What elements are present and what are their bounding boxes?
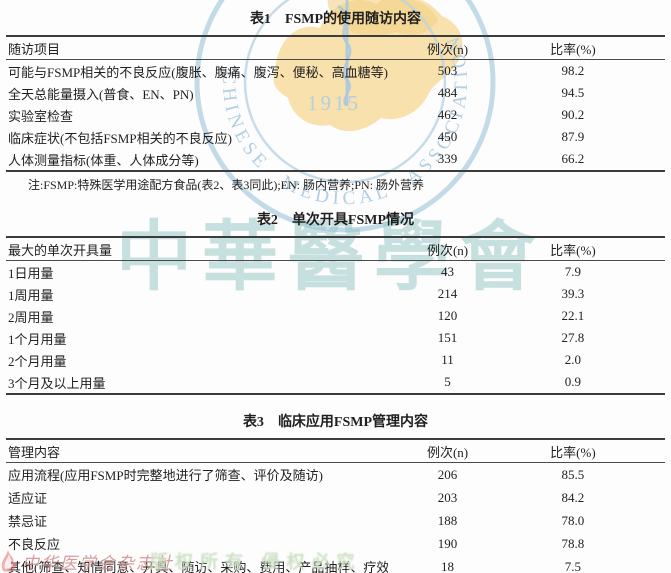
row-count-cell: 43 [441,264,455,279]
row-item-cell: 1周用量 [8,287,54,303]
row-count-cell: 462 [437,107,458,122]
row-rate-cell: 78.8 [561,535,585,551]
table-1-title-text: FSMP的使用随访内容 [284,12,422,27]
table-3: 管理内容 例次(n) 比率(%) 应用流程(应用FSMP时完整地进行了筛查、评价… [6,438,665,573]
table-1-caption: 表1 FSMP的使用随访内容 [6,0,665,35]
row-rate-cell: 7.9 [564,264,582,279]
row-rate-cell: 27.8 [561,330,585,345]
row-item-cell: 1个月用量 [8,331,67,347]
table-1-footnote: 注:FSMP:特殊医学用途配方食品(表2、表3同此);EN: 肠内营养;PN: … [28,178,425,192]
row-item-cell: 其他(筛查、知情同意、开具、随访、采购、费用、产品抽样、疗效、医疗差错) [8,560,389,573]
row-count-cell: 214 [437,286,458,301]
table-1-header-row: 随访项目 例次(n) 比率(%) [6,36,665,60]
table-row: 2周用量 120 22.1 [6,305,665,327]
column-header-rate: 比率(%) [550,41,596,57]
table-row: 其他(筛查、知情同意、开具、随访、采购、费用、产品抽样、疗效、医疗差错) 18 … [6,555,665,573]
table-1: 随访项目 例次(n) 比率(%) 可能与FSMP相关的不良反应(腹胀、腹痛、腹泻… [6,35,665,172]
row-item-cell: 临床症状(不包括FSMP相关的不良反应) [8,130,232,146]
row-item-cell: 1日用量 [8,265,54,281]
row-item-cell: 应用流程(应用FSMP时完整地进行了筛查、评价及随访) [8,468,323,483]
row-rate-cell: 85.5 [561,466,585,482]
row-rate-cell: 0.9 [564,374,582,389]
row-rate-cell: 84.2 [561,489,585,505]
row-item-cell: 禁忌证 [8,514,48,529]
table-row: 3个月及以上用量 5 0.9 [6,371,665,394]
column-header-item: 管理内容 [8,444,61,460]
table-2-caption: 表2 单次开具FSMP情况 [6,194,665,236]
row-count-cell: 503 [437,63,458,78]
row-count-cell: 120 [437,308,458,323]
table-3-label: 表3 [242,415,264,430]
table-row: 实验室检查 462 90.2 [6,104,665,126]
table-3-section: 表3 临床应用FSMP管理内容 管理内容 例次(n) 比率(%) 应用流程(应用F… [6,395,665,573]
table-1-label: 表1 [249,12,271,27]
row-rate-cell: 87.9 [561,129,585,144]
row-count-cell: 5 [444,374,451,389]
table-row: 人体测量指标(体重、人体成分等) 339 66.2 [6,148,665,171]
column-header-item: 随访项目 [8,41,61,57]
column-header-rate: 比率(%) [550,444,596,460]
row-item-cell: 2个月用量 [8,353,67,369]
table-2-header-row: 最大的单次开具量 例次(n) 比率(%) [6,237,665,261]
row-count-cell: 11 [441,352,454,367]
table-row: 禁忌证 188 78.0 [6,509,665,532]
row-item-cell: 2周用量 [8,309,54,325]
row-rate-cell: 39.3 [561,286,585,301]
row-item-cell: 3个月及以上用量 [8,375,106,391]
table-3-header-row: 管理内容 例次(n) 比率(%) [6,439,665,463]
table-3-caption: 表3 临床应用FSMP管理内容 [6,395,665,438]
column-header-count: 例次(n) [426,444,469,460]
row-rate-cell: 94.5 [561,85,585,100]
row-rate-cell: 22.1 [561,308,585,323]
row-count-cell: 151 [437,330,458,345]
table-1-section: 表1 FSMP的使用随访内容 随访项目 例次(n) 比率(%) 可能与FSMP相关… [6,0,665,194]
table-row: 全天总能量摄入(普食、EN、PN) 484 94.5 [6,82,665,104]
row-item-cell: 全天总能量摄入(普食、EN、PN) [8,86,194,102]
column-header-rate: 比率(%) [550,242,596,258]
table-3-title-text: 临床应用FSMP管理内容 [277,415,429,430]
table-row: 应用流程(应用FSMP时完整地进行了筛查、评价及随访) 206 85.5 [6,463,665,487]
table-2-title-text: 单次开具FSMP情况 [291,213,415,228]
row-count-cell: 203 [437,489,458,505]
column-header-count: 例次(n) [426,41,469,57]
row-rate-cell: 7.5 [564,558,582,573]
table-row: 不良反应 190 78.8 [6,532,665,555]
row-count-cell: 450 [437,129,458,144]
column-header-count: 例次(n) [426,242,469,258]
row-count-cell: 190 [437,535,458,551]
table-row: 1周用量 214 39.3 [6,283,665,305]
row-item-cell: 不良反应 [8,537,61,552]
row-count-cell: 339 [437,151,458,166]
row-rate-cell: 98.2 [561,63,585,78]
row-rate-cell: 78.0 [561,512,585,528]
row-count-cell: 206 [437,466,458,482]
table-2-label: 表2 [256,213,278,228]
table-2: 最大的单次开具量 例次(n) 比率(%) 1日用量 43 7.9 1周用量 21… [6,236,665,395]
row-rate-cell: 66.2 [561,151,585,166]
table-row: 1个月用量 151 27.8 [6,327,665,349]
row-rate-cell: 90.2 [561,107,585,122]
row-item-cell: 人体测量指标(体重、人体成分等) [8,152,199,168]
table-2-section: 表2 单次开具FSMP情况 最大的单次开具量 例次(n) 比率(%) 1日用量 4… [6,194,665,395]
row-rate-cell: 2.0 [564,352,582,367]
row-item-cell: 实验室检查 [8,108,74,124]
table-row: 适应证 203 84.2 [6,486,665,509]
row-count-cell: 484 [437,85,458,100]
table-row: 1日用量 43 7.9 [6,261,665,284]
row-item-cell: 可能与FSMP相关的不良反应(腹胀、腹痛、腹泻、便秘、高血糖等) [8,64,388,80]
table-row: 临床症状(不包括FSMP相关的不良反应) 450 87.9 [6,126,665,148]
row-item-cell: 适应证 [8,491,48,506]
row-count-cell: 188 [437,512,458,528]
row-count-cell: 18 [441,558,455,573]
table-row: 可能与FSMP相关的不良反应(腹胀、腹痛、腹泻、便秘、高血糖等) 503 98.… [6,60,665,83]
column-header-item: 最大的单次开具量 [8,242,113,258]
table-row: 2个月用量 11 2.0 [6,349,665,371]
